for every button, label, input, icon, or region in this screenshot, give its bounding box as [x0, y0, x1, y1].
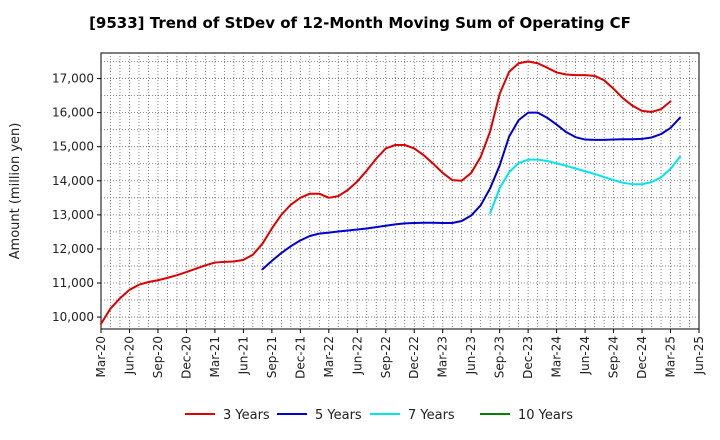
x-tick-label: Sep-24 — [607, 336, 621, 378]
x-tick-label: Jun-24 — [578, 336, 592, 375]
x-tick-label: Mar-22 — [322, 336, 336, 377]
legend-label: 10 Years — [518, 408, 573, 423]
x-tick-label: Mar-24 — [550, 336, 564, 377]
series-line-3-years — [100, 60, 672, 325]
x-tick-label: Dec-21 — [293, 336, 307, 379]
y-tick-label: 16,000 — [52, 106, 94, 120]
x-tick-label: Mar-25 — [664, 336, 678, 377]
x-tick-label: Jun-23 — [464, 336, 478, 375]
legend-label: 5 Years — [315, 408, 362, 423]
x-tick-label: Mar-23 — [436, 336, 450, 377]
grid — [101, 53, 699, 329]
x-axis-ticks: Mar-20 Jun-20 Sep-20 Dec-20 Mar-21 Jun-21 Sep-… — [94, 329, 706, 379]
y-tick-label: 15,000 — [52, 140, 94, 154]
x-tick-label: Mar-20 — [94, 336, 108, 377]
y-axis-ticks: 10,000 11,000 12,000 13,000 14,000 15,000 16,0… — [52, 72, 101, 324]
x-tick-label: Dec-24 — [635, 336, 649, 379]
chart-title: [9533] Trend of StDev of 12-Month Moving… — [89, 14, 631, 32]
x-tick-label: Sep-21 — [265, 336, 279, 378]
plot-area — [100, 52, 700, 330]
x-tick-label: Jun-22 — [350, 336, 364, 375]
x-tick-label: Jun-25 — [692, 336, 706, 375]
x-tick-label: Mar-21 — [208, 336, 222, 377]
y-tick-label: 13,000 — [52, 208, 94, 222]
x-tick-label: Dec-20 — [179, 336, 193, 379]
legend-label: 3 Years — [223, 408, 270, 423]
x-tick-label: Sep-23 — [493, 336, 507, 378]
x-tick-label: Dec-22 — [407, 336, 421, 379]
y-tick-label: 14,000 — [52, 174, 94, 188]
y-axis-label: Amount (million yen) — [8, 123, 23, 260]
y-tick-label: 17,000 — [52, 72, 94, 86]
y-tick-label: 12,000 — [52, 242, 94, 256]
x-tick-label: Jun-21 — [236, 336, 250, 375]
series-line-7-years — [489, 155, 682, 215]
y-tick-label: 10,000 — [52, 310, 94, 324]
series-layer — [100, 60, 682, 325]
x-tick-label: Dec-23 — [521, 336, 535, 379]
legend: 3 Years 5 Years 7 Years 10 Years — [185, 408, 573, 423]
x-tick-label: Sep-22 — [379, 336, 393, 378]
series-line-5-years — [261, 111, 682, 271]
x-tick-label: Sep-20 — [151, 336, 165, 378]
legend-label: 7 Years — [408, 408, 455, 423]
x-tick-label: Jun-20 — [122, 336, 136, 375]
y-tick-label: 11,000 — [52, 276, 94, 290]
